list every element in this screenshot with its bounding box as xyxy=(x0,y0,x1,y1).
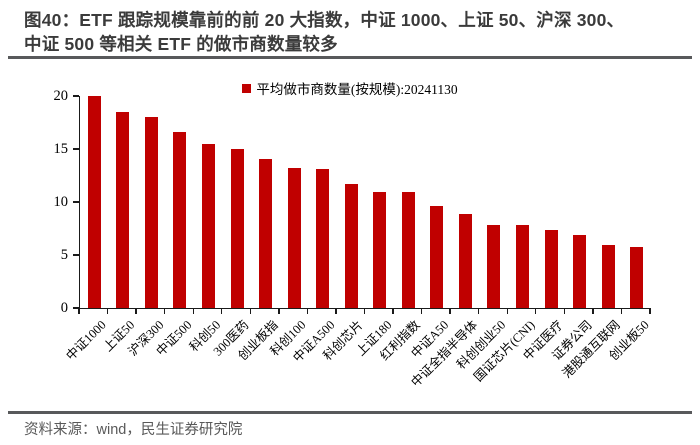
x-axis-tick-mark xyxy=(249,309,251,314)
bar xyxy=(201,143,215,308)
x-axis-tick-mark xyxy=(78,309,80,314)
bar xyxy=(87,96,101,308)
source-divider xyxy=(8,411,692,414)
bar xyxy=(316,169,330,308)
legend-label: 平均做市商数量(按规模):20241130 xyxy=(256,82,458,97)
bar xyxy=(144,117,158,308)
y-axis-tick-label: 0 xyxy=(60,300,68,316)
y-axis-tick-mark xyxy=(73,254,79,256)
legend-swatch-icon xyxy=(242,83,252,93)
x-axis-tick-mark xyxy=(163,309,166,314)
bar xyxy=(487,225,501,308)
y-axis-tick-mark xyxy=(73,148,79,150)
bar xyxy=(430,206,444,308)
x-axis-tick-mark xyxy=(620,309,623,314)
x-axis-tick-mark xyxy=(478,309,480,314)
y-axis-tick-mark xyxy=(73,95,79,97)
x-axis-tick-mark xyxy=(363,309,366,314)
x-axis-tick-mark xyxy=(278,309,280,314)
x-axis-tick-mark xyxy=(420,309,423,314)
x-axis-tick-mark xyxy=(535,309,537,314)
x-axis-tick-mark xyxy=(563,309,566,314)
title-underline xyxy=(8,56,692,59)
bar xyxy=(401,192,415,308)
chart-legend: 平均做市商数量(按规模):20241130 xyxy=(0,80,700,97)
y-axis-tick-label: 10 xyxy=(53,194,69,210)
y-axis-tick-mark xyxy=(73,307,79,309)
bar xyxy=(259,158,273,308)
x-axis-tick-mark xyxy=(506,309,508,314)
figure-title-line-2: 中证 500 等相关 ETF 的做市商数量较多 xyxy=(24,34,338,54)
y-axis-tick-mark xyxy=(73,201,79,203)
plot-area xyxy=(79,96,651,309)
x-axis-tick-mark xyxy=(335,309,337,314)
x-axis-tick-mark xyxy=(221,309,223,314)
y-axis-tick-label: 5 xyxy=(60,247,68,263)
x-axis-tick-mark xyxy=(306,309,309,314)
bar xyxy=(573,234,587,308)
bar xyxy=(344,183,358,308)
x-axis-tick-mark xyxy=(392,309,394,314)
bar xyxy=(173,132,187,308)
y-axis-tick-label: 20 xyxy=(53,88,69,104)
x-axis-tick-mark xyxy=(192,309,194,314)
bar xyxy=(544,229,558,308)
bar xyxy=(287,168,301,308)
bar xyxy=(373,192,387,308)
bar xyxy=(516,225,530,308)
x-axis-tick-mark xyxy=(106,309,109,314)
x-axis-tick-mark xyxy=(449,309,451,314)
x-axis-tick-mark xyxy=(592,309,594,314)
source-text: 资料来源：wind，民生证券研究院 xyxy=(24,422,243,438)
x-axis-tick-mark xyxy=(649,309,651,314)
bar xyxy=(601,245,615,308)
y-axis-tick-label: 15 xyxy=(53,141,69,157)
bar xyxy=(458,213,472,308)
bar xyxy=(630,246,644,308)
x-axis-tick-mark xyxy=(135,309,137,314)
bar xyxy=(116,111,130,308)
figure-title-line-1: 图40：ETF 跟踪规模靠前的前 20 大指数，中证 1000、上证 50、沪深… xyxy=(24,10,625,30)
bar xyxy=(230,149,244,308)
